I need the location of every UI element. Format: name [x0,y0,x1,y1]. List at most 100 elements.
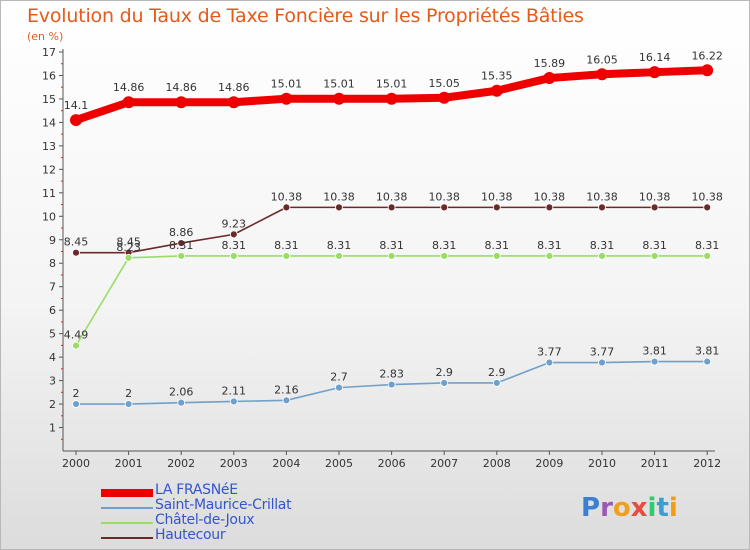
chart-title: Evolution du Taux de Taxe Foncière sur l… [27,5,584,27]
data-point-0 [596,68,608,81]
y-tick-label: 8 [49,257,56,270]
data-label-3: 10.38 [376,190,408,203]
legend-item: LA FRASNéE [101,482,361,500]
data-point-2 [545,252,554,260]
data-point-1 [492,379,501,387]
data-label-3: 10.38 [323,190,355,203]
x-tick-label: 2001 [115,457,143,470]
data-label-1: 2.11 [222,384,247,397]
data-point-1 [124,400,133,408]
data-label-2: 8.31 [537,239,562,252]
x-tick-label: 2002 [167,457,195,470]
data-point-0 [438,91,451,104]
y-tick-label: 12 [42,163,56,176]
y-tick-label: 15 [42,93,56,106]
y-tick-label: 7 [49,281,56,294]
y-tick-label: 16 [42,69,56,82]
data-label-0: 15.01 [323,78,355,91]
data-point-3 [440,203,449,212]
data-point-0 [490,84,503,97]
data-label-1: 3.81 [642,345,667,358]
y-tick-label: 4 [49,351,56,364]
logo-letter: i [647,493,657,523]
data-label-3: 9.23 [222,217,247,230]
x-tick-label: 2005 [325,457,353,470]
data-point-3 [229,230,238,239]
legend-item: Châtel-de-Joux [101,512,361,530]
data-label-0: 14.86 [165,81,197,94]
data-label-0: 14.86 [218,81,250,94]
legend-label: Châtel-de-Joux [155,512,255,528]
y-tick-label: 6 [49,304,56,317]
y-tick-label: 17 [42,46,56,59]
data-point-2 [229,252,238,260]
data-point-1 [387,380,396,389]
x-tick-label: 2004 [272,457,300,470]
data-point-0 [70,114,82,127]
data-label-2: 8.31 [379,239,404,252]
data-point-3 [703,203,712,212]
data-label-3: 10.38 [586,190,618,203]
data-point-0 [701,64,714,77]
data-label-0: 14.86 [113,81,145,94]
data-label-1: 2 [73,387,80,400]
data-point-1 [177,398,186,407]
x-tick-label: 2010 [588,457,616,470]
data-point-1 [703,357,712,366]
data-label-2: 8.31 [169,239,194,252]
proxiti-logo: Proxiti [581,493,678,523]
data-point-1 [440,379,449,387]
data-label-0: 15.01 [376,78,408,91]
legend-label: LA FRASNéE [155,482,238,498]
logo-letter: o [612,493,631,523]
data-label-1: 3.81 [695,345,720,358]
data-point-2 [335,252,343,260]
data-point-0 [280,92,293,105]
data-point-1 [335,383,343,392]
data-label-2: 8.31 [695,239,720,252]
data-point-2 [387,252,396,260]
data-point-2 [440,252,449,260]
data-label-2: 8.31 [590,239,615,252]
y-tick-label: 10 [42,210,56,223]
data-label-0: 15.01 [271,78,303,91]
data-point-3 [177,239,186,247]
data-point-1 [545,358,554,367]
data-label-3: 10.38 [534,190,566,203]
data-label-1: 2.06 [169,386,194,399]
data-label-1: 2.7 [330,371,348,384]
data-point-0 [648,66,661,79]
logo-letter: r [600,493,613,523]
data-label-2: 8.31 [327,239,352,252]
x-tick-label: 2012 [693,457,721,470]
data-label-0: 16.22 [691,49,723,62]
y-tick-label: 3 [49,375,56,388]
legend-label: Hautecour [155,527,226,543]
data-point-2 [124,253,133,262]
data-label-2: 8.31 [432,239,457,252]
data-point-2 [650,252,659,260]
x-tick-label: 2009 [535,457,563,470]
y-tick-label: 11 [42,187,56,200]
x-tick-label: 2000 [62,457,90,470]
legend-item: Saint-Maurice-Crillat [101,497,361,515]
data-point-1 [282,396,291,405]
data-point-1 [229,397,238,406]
data-point-0 [333,92,345,105]
data-point-3 [650,203,659,212]
legend-swatch [101,489,153,497]
data-point-3 [492,203,501,212]
legend-label: Saint-Maurice-Crillat [155,497,292,513]
data-label-0: 16.14 [639,51,671,64]
data-label-2: 8.31 [222,239,247,252]
data-point-0 [385,92,398,105]
data-point-3 [387,203,396,212]
data-point-3 [598,203,606,212]
y-tick-label: 5 [49,328,56,341]
legend-item: Hautecour [101,527,361,545]
data-point-1 [598,358,606,367]
data-label-0: 15.35 [481,70,513,83]
data-label-2: 8.31 [274,239,299,252]
legend-swatch [101,522,153,524]
